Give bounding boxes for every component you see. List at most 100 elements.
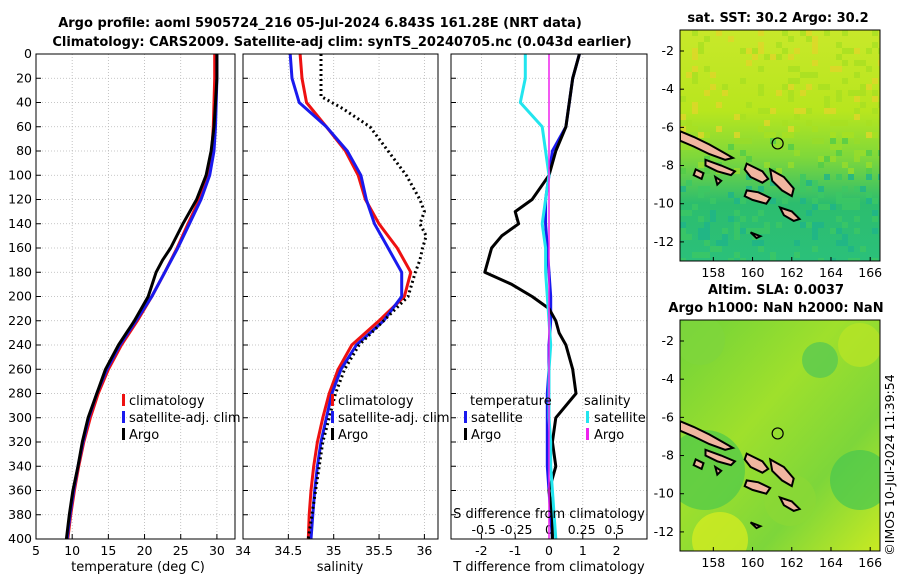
sst-pixel xyxy=(740,48,746,54)
sst-pixel xyxy=(788,90,794,96)
sst-pixel xyxy=(722,90,728,96)
x-tick-label: 25 xyxy=(173,543,189,558)
island xyxy=(749,231,763,240)
sst-pixel xyxy=(686,72,692,78)
sst-pixel xyxy=(704,234,710,240)
island xyxy=(680,130,736,161)
sst-pixel xyxy=(824,96,830,102)
sst-pixel xyxy=(758,42,764,48)
top-x-tick-label: 0.25 xyxy=(568,522,596,537)
sst-pixel xyxy=(842,138,848,144)
sst-pixel xyxy=(812,186,818,192)
sst-pixel xyxy=(788,36,794,42)
sst-pixel xyxy=(692,126,698,132)
sst-pixel xyxy=(716,246,722,252)
sst-pixel xyxy=(698,186,704,192)
sst-pixel xyxy=(734,138,740,144)
map-y-tick-label: -8 xyxy=(662,158,675,173)
sla-blob xyxy=(838,323,880,367)
sst-pixel xyxy=(782,198,788,204)
sst-pixel xyxy=(734,132,740,138)
sst-pixel xyxy=(758,186,764,192)
sst-pixel xyxy=(848,174,854,180)
sst-pixel xyxy=(680,228,686,234)
island xyxy=(692,458,705,471)
sst-pixel xyxy=(848,246,854,252)
x-tick-label: 34 xyxy=(235,543,251,558)
y-tick-label: 300 xyxy=(8,410,32,425)
sst-pixel xyxy=(740,138,746,144)
salinity-xlabel: salinity xyxy=(317,560,364,575)
sst-pixel xyxy=(812,198,818,204)
sst-pixel xyxy=(842,204,848,210)
sst-pixel xyxy=(812,204,818,210)
x-tick-label: 15 xyxy=(100,543,116,558)
map-x-tick-label: 166 xyxy=(858,265,882,280)
sst-pixel xyxy=(758,210,764,216)
temperature-panel: 5 10 15 20 25 3002040608010012014016018020022… xyxy=(8,46,236,558)
sst-pixel xyxy=(836,42,842,48)
x-tick-label: 35 xyxy=(326,543,342,558)
sst-pixel xyxy=(686,126,692,132)
sst-pixel xyxy=(770,198,776,204)
sst-pixel xyxy=(854,204,860,210)
top-x-tick-label: -0.5 xyxy=(471,522,495,537)
sst-pixel xyxy=(740,258,746,261)
sst-pixel xyxy=(866,132,872,138)
sst-pixel xyxy=(794,126,800,132)
sst-pixel xyxy=(866,174,872,180)
legend-s-argo-label: Argo xyxy=(594,428,624,443)
x-tick-label: 34.5 xyxy=(274,543,302,558)
y-tick-label: 80 xyxy=(16,143,32,158)
legend-argo-swatch xyxy=(331,428,334,440)
y-tick-label: 320 xyxy=(8,434,32,449)
sst-pixel xyxy=(866,168,872,174)
sst-pixel xyxy=(806,84,812,90)
sla-map xyxy=(680,320,880,551)
sst-pixel xyxy=(878,102,880,108)
series-line-satellite-adj-clim xyxy=(288,53,404,540)
legend-t-satellite-swatch xyxy=(464,411,467,423)
map-y-tick-label: -10 xyxy=(654,486,674,501)
sst-pixel xyxy=(818,156,824,162)
sst-pixel xyxy=(854,48,860,54)
sla-blob xyxy=(680,320,725,365)
sst-map xyxy=(680,30,880,261)
sst-pixel xyxy=(728,192,734,198)
map-y-tick-label: -12 xyxy=(654,524,674,539)
sst-pixel xyxy=(806,30,812,36)
sst-pixel xyxy=(800,30,806,36)
sst-pixel xyxy=(782,132,788,138)
legend-climatology-swatch xyxy=(331,394,334,406)
sst-pixel xyxy=(800,180,806,186)
y-tick-label: 380 xyxy=(8,507,32,522)
sst-pixel xyxy=(764,228,770,234)
map-y-tick-label: -2 xyxy=(662,43,674,58)
sst-pixel xyxy=(758,240,764,246)
sst-pixel xyxy=(866,48,872,54)
sst-pixel xyxy=(788,126,794,132)
sst-pixel xyxy=(818,186,824,192)
sst-pixel xyxy=(806,120,812,126)
sst-pixel xyxy=(770,180,776,186)
sst-pixel xyxy=(866,192,872,198)
sst-pixel xyxy=(758,84,764,90)
sst-pixel xyxy=(842,222,848,228)
map-x-tick-label: 158 xyxy=(701,555,725,570)
sst-pixel xyxy=(842,198,848,204)
x-tick-label: 10 xyxy=(64,543,80,558)
sst-pixel xyxy=(722,240,728,246)
island xyxy=(704,448,737,467)
sst-pixel xyxy=(752,54,758,60)
sst-pixel xyxy=(818,258,824,261)
map-x-tick-label: 166 xyxy=(858,555,882,570)
sst-pixel xyxy=(836,216,842,222)
x-tick-label: 20 xyxy=(137,543,153,558)
map-x-tick-label: 162 xyxy=(780,265,804,280)
sst-pixel xyxy=(710,246,716,252)
sst-pixel xyxy=(788,144,794,150)
sst-pixel xyxy=(788,162,794,168)
sst-pixel xyxy=(776,42,782,48)
sst-pixel xyxy=(704,156,710,162)
island xyxy=(743,162,770,184)
